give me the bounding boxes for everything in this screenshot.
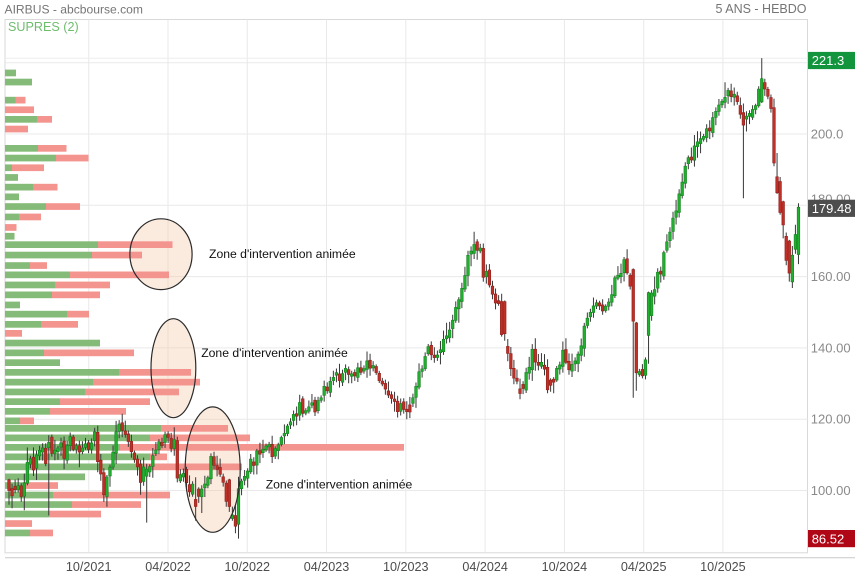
- svg-text:10/2024: 10/2024: [542, 560, 588, 574]
- svg-text:Zone d'intervention animée: Zone d'intervention animée: [201, 346, 348, 360]
- svg-text:04/2024: 04/2024: [462, 560, 508, 574]
- svg-text:86.52: 86.52: [812, 531, 845, 546]
- svg-text:5 ANS - HEBDO: 5 ANS - HEBDO: [716, 2, 807, 16]
- svg-text:10/2022: 10/2022: [225, 560, 271, 574]
- svg-text:04/2023: 04/2023: [304, 560, 350, 574]
- svg-text:120.00: 120.00: [811, 412, 851, 427]
- svg-text:200.0: 200.0: [811, 126, 844, 141]
- svg-text:179.48: 179.48: [812, 201, 852, 216]
- svg-text:Zone d'intervention animée: Zone d'intervention animée: [266, 478, 413, 492]
- svg-text:04/2022: 04/2022: [145, 560, 191, 574]
- svg-text:100.00: 100.00: [811, 483, 851, 498]
- svg-text:221.3: 221.3: [812, 53, 845, 68]
- svg-text:10/2025: 10/2025: [700, 560, 746, 574]
- svg-text:10/2023: 10/2023: [383, 560, 429, 574]
- svg-text:Zone d'intervention animée: Zone d'intervention animée: [209, 247, 356, 261]
- svg-text:160.00: 160.00: [811, 269, 851, 284]
- svg-text:10/2021: 10/2021: [66, 560, 112, 574]
- svg-text:140.00: 140.00: [811, 340, 851, 355]
- svg-text:AIRBUS - abcbourse.com: AIRBUS - abcbourse.com: [5, 3, 143, 17]
- svg-text:SUPRES (2): SUPRES (2): [8, 20, 79, 34]
- svg-text:04/2025: 04/2025: [621, 560, 667, 574]
